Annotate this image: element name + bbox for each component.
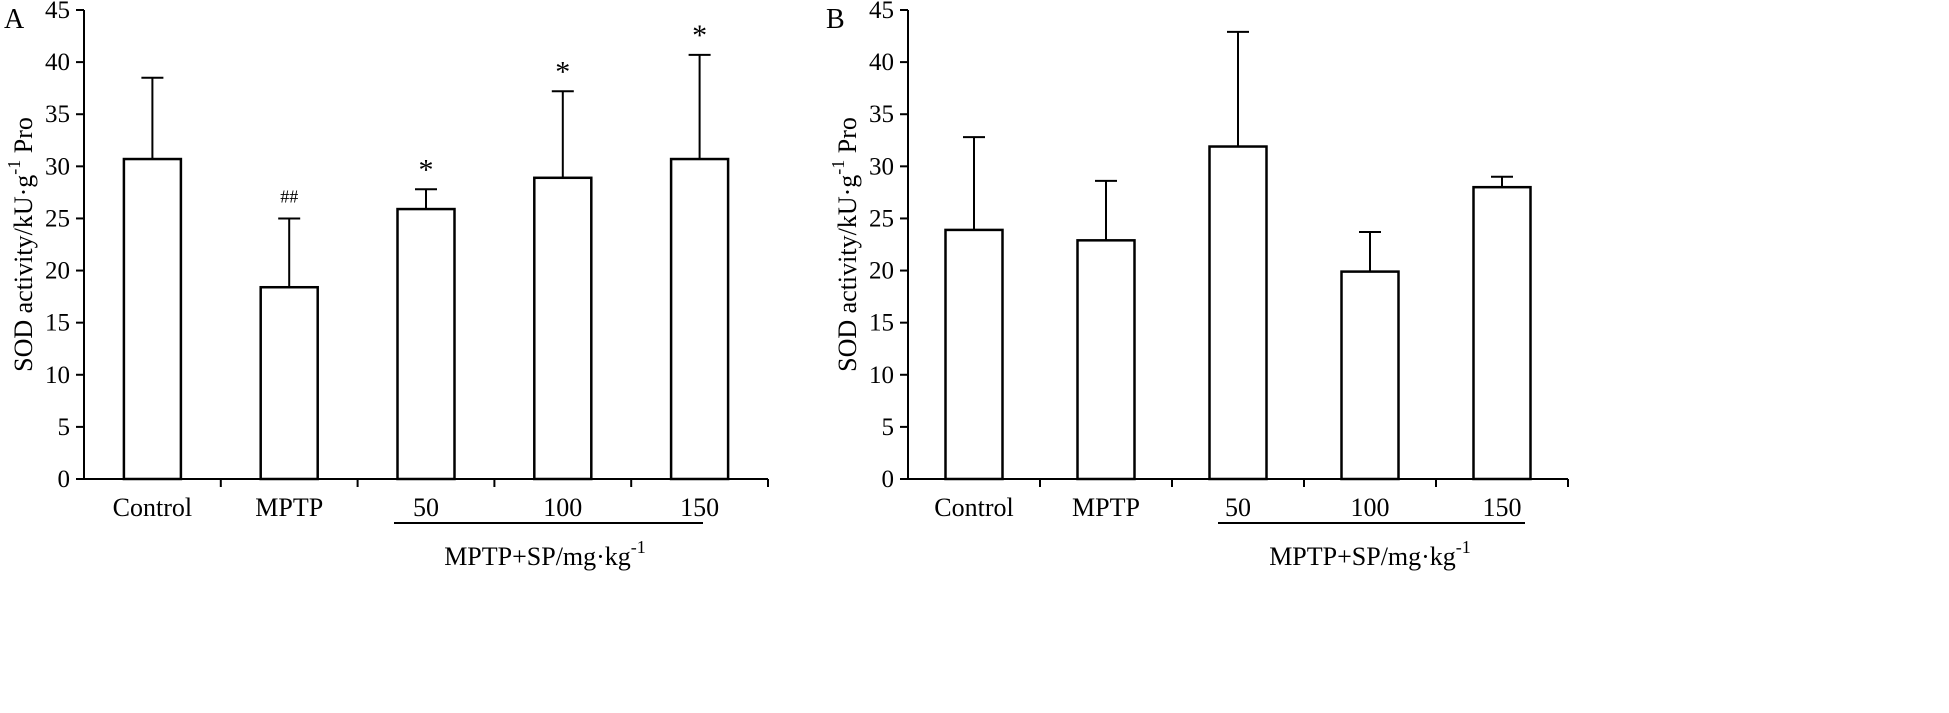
y-tick-label: 15 [869,310,894,337]
y-tick-label: 15 [45,310,70,337]
group-label: MPTP+SP/mg·kg-1 [444,537,646,571]
x-category-label: MPTP [255,493,323,522]
panel-b: B 0 5 10 15 20 25 30 35 40 45 Control MPTP 50 100 150 MP… [826,0,1569,571]
y-axis-label: SOD activity/kU·g-1 Pro [4,117,38,372]
panel-letter: A [4,4,25,35]
bar [122,157,183,481]
significance-star-marker: * [555,55,570,88]
y-tick-label: 20 [869,258,894,285]
bar [944,228,1004,481]
x-category-label: 150 [1483,493,1522,522]
x-category-label: 150 [680,493,719,522]
bar [1076,239,1136,481]
y-tick-label: 10 [869,362,894,389]
y-tick-label: 30 [45,153,70,180]
bar [259,285,319,481]
bar [1472,185,1532,481]
y-tick-label: 25 [45,205,70,232]
significance-star-marker: * [692,19,707,52]
x-category-label: 50 [1225,493,1251,522]
y-tick-label: 40 [869,49,894,76]
y-tick-label: 20 [45,258,70,285]
y-tick-label: 35 [869,101,894,128]
y-tick-label: 0 [58,466,71,493]
y-tick-label: 45 [45,0,70,24]
significance-hash-marker: ## [280,186,298,206]
bar [533,176,593,481]
y-tick-label: 40 [45,49,70,76]
bar [396,207,456,481]
panel-letter: B [826,4,845,35]
x-category-label: MPTP [1072,493,1140,522]
bar [669,157,730,481]
y-tick-label: 5 [58,414,71,441]
y-tick-label: 25 [869,205,894,232]
x-category-label: 100 [543,493,582,522]
significance-star-marker: * [419,153,434,186]
y-tick-label: 0 [882,466,895,493]
group-label: MPTP+SP/mg·kg-1 [1269,537,1471,571]
bar [1208,145,1268,481]
x-category-label: Control [113,493,192,522]
y-axis-label: SOD activity/kU·g-1 Pro [828,117,862,372]
y-tick-label: 5 [882,414,895,441]
panel-a: A 0 5 10 15 20 25 30 35 40 45 Control MPTP ## 50 * 100 * 1… [4,0,769,571]
y-tick-label: 35 [45,101,70,128]
y-tick-label: 30 [869,153,894,180]
bar [1340,270,1400,481]
x-category-label: Control [934,493,1013,522]
y-tick-label: 45 [869,0,894,24]
x-category-label: 100 [1351,493,1390,522]
y-tick-label: 10 [45,362,70,389]
x-category-label: 50 [413,493,439,522]
